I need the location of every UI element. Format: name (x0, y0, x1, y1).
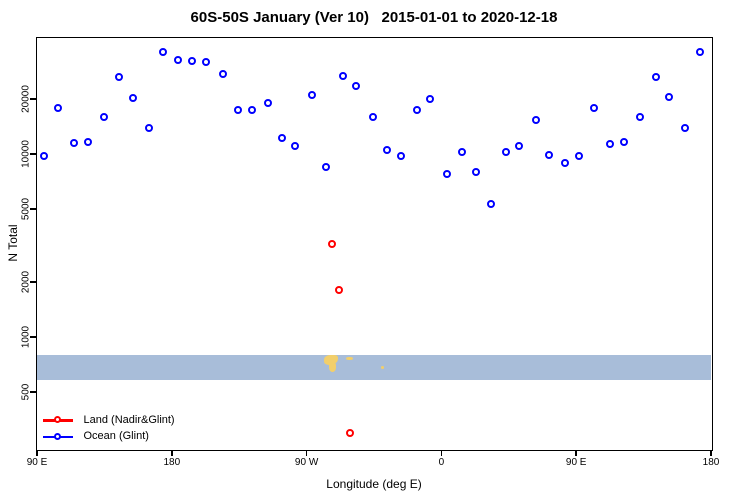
x-tick-mark (305, 450, 308, 456)
y-tick-label: 5000 (20, 198, 32, 221)
chart-title: 60S-50S January (Ver 10) 2015-01-01 to 2… (190, 9, 558, 26)
x-tick-mark (440, 450, 443, 456)
y-tick-label: 10000 (20, 140, 32, 168)
x-tick-label: 0 (438, 457, 445, 468)
data-point-ocean-glint (486, 199, 495, 208)
x-tick-label: 180 (163, 457, 181, 468)
y-tick-label: 2000 (20, 270, 32, 294)
x-tick-mark (710, 450, 712, 456)
plot-area: Land (Nadir&Glint) Ocean (Glint) (35, 36, 713, 451)
y-axis-title: N Total (6, 224, 20, 262)
legend-key-circle-icon (53, 416, 61, 423)
legend-item: Land (Nadir&Glint) (42, 413, 203, 429)
data-point-ocean-glint (515, 142, 524, 151)
legend-item-label: Ocean (Glint) (83, 430, 149, 442)
map-band (36, 354, 711, 380)
land-shape-falkland-islands (345, 356, 353, 361)
data-point-ocean-glint (307, 91, 316, 100)
data-point-ocean-glint (277, 134, 286, 143)
data-point-ocean-glint (575, 152, 584, 161)
legend-item-label: Land (Nadir&Glint) (83, 413, 175, 426)
data-point-ocean-glint (532, 116, 541, 125)
data-point-land-nadir-glint (334, 285, 343, 294)
data-point-ocean-glint (590, 104, 599, 113)
data-point-ocean-glint (695, 48, 704, 57)
data-point-ocean-glint (352, 81, 361, 90)
data-point-ocean-glint (202, 57, 211, 66)
data-point-ocean-glint (53, 104, 62, 113)
land-shape-south-georgia (380, 365, 385, 370)
legend-key-circle-icon (53, 432, 61, 440)
data-point-ocean-glint (219, 69, 228, 78)
data-point-ocean-glint (605, 139, 614, 148)
data-point-ocean-glint (442, 170, 451, 179)
data-point-ocean-glint (145, 124, 154, 133)
y-tick-mark (30, 153, 36, 155)
data-point-ocean-glint (158, 47, 167, 56)
data-point-ocean-glint (413, 106, 422, 115)
y-tick-mark (30, 281, 36, 283)
data-point-ocean-glint (187, 56, 196, 65)
data-point-ocean-glint (39, 152, 48, 161)
legend-item: Ocean (Glint) (42, 429, 203, 445)
data-point-ocean-glint (561, 158, 569, 167)
data-point-ocean-glint (99, 112, 108, 121)
y-tick-mark (30, 208, 36, 210)
data-point-ocean-glint (84, 137, 93, 146)
data-point-ocean-glint (69, 139, 78, 148)
data-point-ocean-glint (114, 72, 123, 81)
data-point-ocean-glint (471, 168, 480, 177)
land-shape-patagonia-main (324, 354, 338, 366)
data-point-ocean-glint (665, 93, 674, 102)
y-tick-mark (30, 336, 36, 338)
data-point-ocean-glint (368, 112, 377, 121)
data-point-land-nadir-glint (328, 239, 337, 248)
data-point-ocean-glint (382, 145, 391, 154)
data-point-ocean-glint (173, 55, 182, 64)
x-tick-mark (575, 450, 577, 456)
y-tick-label: 1000 (20, 325, 32, 349)
data-point-ocean-glint (338, 71, 347, 80)
legend: Land (Nadir&Glint) Ocean (Glint) (42, 413, 203, 447)
x-tick-label: 90 W (294, 457, 319, 468)
x-axis-title: Longitude (deg E) (326, 477, 422, 491)
data-point-ocean-glint (502, 148, 511, 157)
data-point-ocean-glint (545, 150, 554, 159)
x-tick-label: 90 E (565, 457, 587, 468)
data-point-ocean-glint (322, 163, 331, 172)
y-tick-label: 500 (20, 383, 32, 401)
y-tick-label: 20000 (20, 84, 32, 113)
x-tick-mark (171, 450, 173, 456)
data-point-ocean-glint (264, 98, 273, 107)
data-point-ocean-glint (397, 152, 406, 161)
x-tick-label: 180 (702, 457, 720, 468)
data-point-ocean-glint (234, 106, 243, 115)
data-point-ocean-glint (291, 142, 300, 151)
data-point-ocean-glint (247, 106, 256, 115)
data-point-ocean-glint (651, 73, 660, 82)
x-tick-mark (36, 450, 38, 456)
x-tick-label: 90 E (26, 457, 48, 468)
data-point-ocean-glint (458, 147, 467, 156)
data-point-ocean-glint (620, 137, 629, 146)
data-point-ocean-glint (425, 95, 434, 104)
land-shape-patagonia-tail (328, 363, 336, 373)
y-tick-mark (30, 98, 36, 100)
data-point-ocean-glint (129, 93, 138, 102)
data-point-land-nadir-glint (346, 429, 355, 438)
data-point-ocean-glint (680, 123, 689, 132)
y-tick-mark (30, 391, 36, 393)
data-point-ocean-glint (635, 113, 644, 122)
